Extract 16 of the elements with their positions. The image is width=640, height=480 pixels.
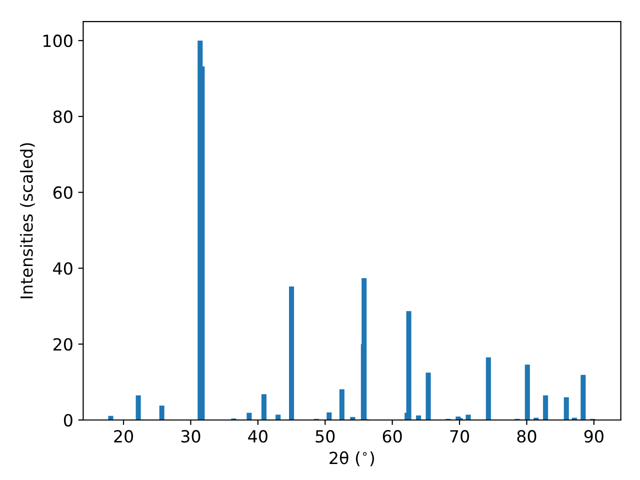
y-tick-label: 0: [64, 414, 72, 427]
x-tick-label: 80: [517, 430, 536, 443]
y-tick-label: 80: [53, 110, 72, 124]
y-tick-label: 100: [43, 34, 72, 48]
x-tick-label: 60: [382, 430, 402, 443]
y-tick-label: 60: [53, 186, 72, 199]
x-tick-label: 20: [114, 430, 134, 443]
x-axis-title: 2θ ($^{∘}$): [330, 451, 374, 466]
y-tick-label: 20: [53, 338, 72, 351]
x-tick-label: 50: [316, 430, 335, 443]
y-axis-title: Intensities (scaled): [20, 143, 35, 298]
x-tick-label: 30: [181, 430, 200, 443]
x-tick-label: 70: [450, 430, 470, 443]
x-tick-label: 40: [248, 430, 268, 443]
y-tick-label: 40: [53, 262, 72, 275]
x-tick-label: 90: [584, 430, 604, 443]
